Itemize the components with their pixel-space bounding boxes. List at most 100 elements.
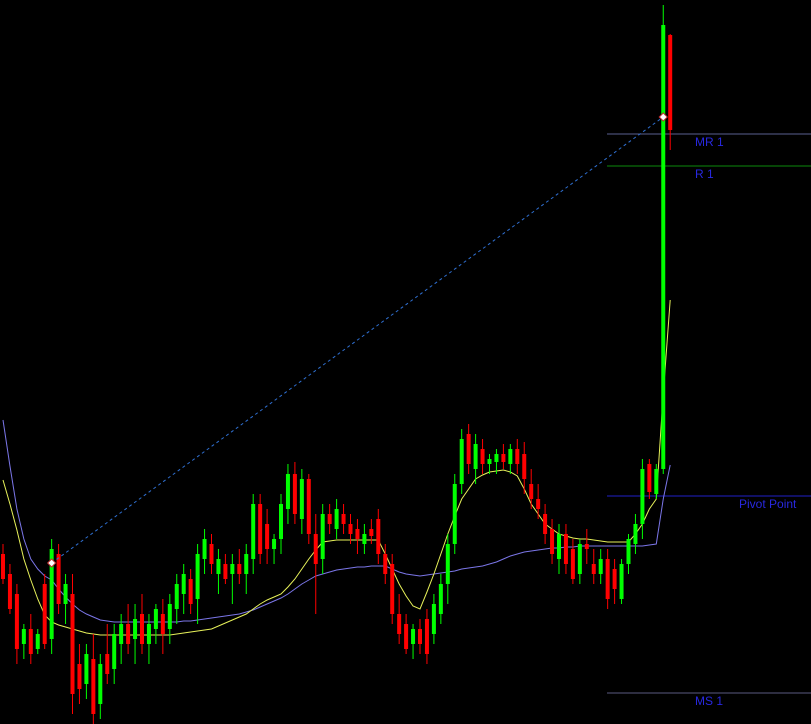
candle-body [487,459,492,464]
candle-body [126,624,131,644]
candle-body [91,659,96,714]
candle-body [480,449,485,464]
candle-body [661,25,666,469]
level-label: R 1 [695,167,714,181]
candle-body [563,534,568,564]
candle-body [223,564,228,579]
candle-body [557,534,561,559]
level-label: Pivot Point [739,497,797,511]
candle-body [494,454,499,462]
candle-body [119,624,124,644]
candle-body [146,624,151,644]
candle-body [174,584,179,609]
candle-body [209,544,214,564]
candle-body [21,629,26,644]
candle-body [167,604,172,629]
candle-body [251,504,256,559]
candle-body [390,564,395,614]
candle-body [404,624,409,649]
candle-body [626,539,631,564]
candle-body [230,564,235,574]
candle-body [640,469,645,524]
candle-body [348,524,353,534]
candle-body [181,574,186,594]
candle-body [279,504,283,539]
candle-body [105,654,110,674]
candle-body [306,479,311,534]
candle-body [258,504,263,554]
candle-body [508,449,513,464]
candle-body [14,594,19,649]
candle-body [570,549,575,579]
candle-body [28,629,33,654]
candle-body [445,544,450,584]
candle-body [216,559,221,574]
candle-body [584,544,589,549]
candle-body [515,449,520,464]
candle-body [299,479,304,519]
candle-body [418,629,422,644]
candle-body [188,579,193,604]
candle-body [459,439,464,484]
candle-body [369,529,374,536]
candle-body [84,654,89,684]
candle-body [591,564,596,574]
candle-body [397,614,402,634]
candle-body [1,554,5,579]
candle-body [612,569,617,589]
candle-body [529,484,534,499]
candle-body [411,629,416,644]
candle-body [70,594,75,694]
candle-body [195,554,200,599]
candle-body [619,564,624,599]
candle-body [292,474,297,514]
candle-body [202,539,207,559]
candle-body [452,484,457,544]
candle-body [536,499,541,509]
candle-body [598,559,603,574]
trendline-anchor [658,112,668,122]
trendline [51,116,664,564]
candle-body [376,519,381,554]
candle-body [112,634,117,669]
candle-body [56,554,61,604]
candle-body [466,434,471,464]
candle-body [35,634,40,649]
candle-body [473,444,478,469]
candle-body [244,554,249,574]
candle-body [341,514,346,524]
candle-body [77,664,82,689]
candle-body [605,559,610,599]
candle-body [383,554,388,574]
candle-body [49,549,54,639]
candle-body [272,539,277,549]
candle-body [438,584,443,614]
candle-body [140,614,144,644]
candle-body [355,529,360,539]
candle-body [522,454,527,479]
level-label: MS 1 [695,694,723,708]
candle-body [133,619,138,639]
candle-body [265,524,270,549]
candle-body [327,514,332,524]
candle-body [654,469,659,494]
candle-body [543,514,548,534]
candle-body [431,604,436,634]
trendline-anchor [46,558,57,568]
candle-body [647,464,652,492]
candle-body [42,584,47,644]
candle-body [63,584,68,604]
candle-body [98,664,103,704]
candle-body [550,529,555,554]
level-label: MR 1 [695,135,724,149]
candle-body [160,614,165,634]
candle-body [334,509,339,529]
candle-body [362,534,367,544]
candle-body [285,474,290,509]
candle-body [501,454,506,462]
candle-body [668,35,673,130]
candle-body [424,619,429,654]
